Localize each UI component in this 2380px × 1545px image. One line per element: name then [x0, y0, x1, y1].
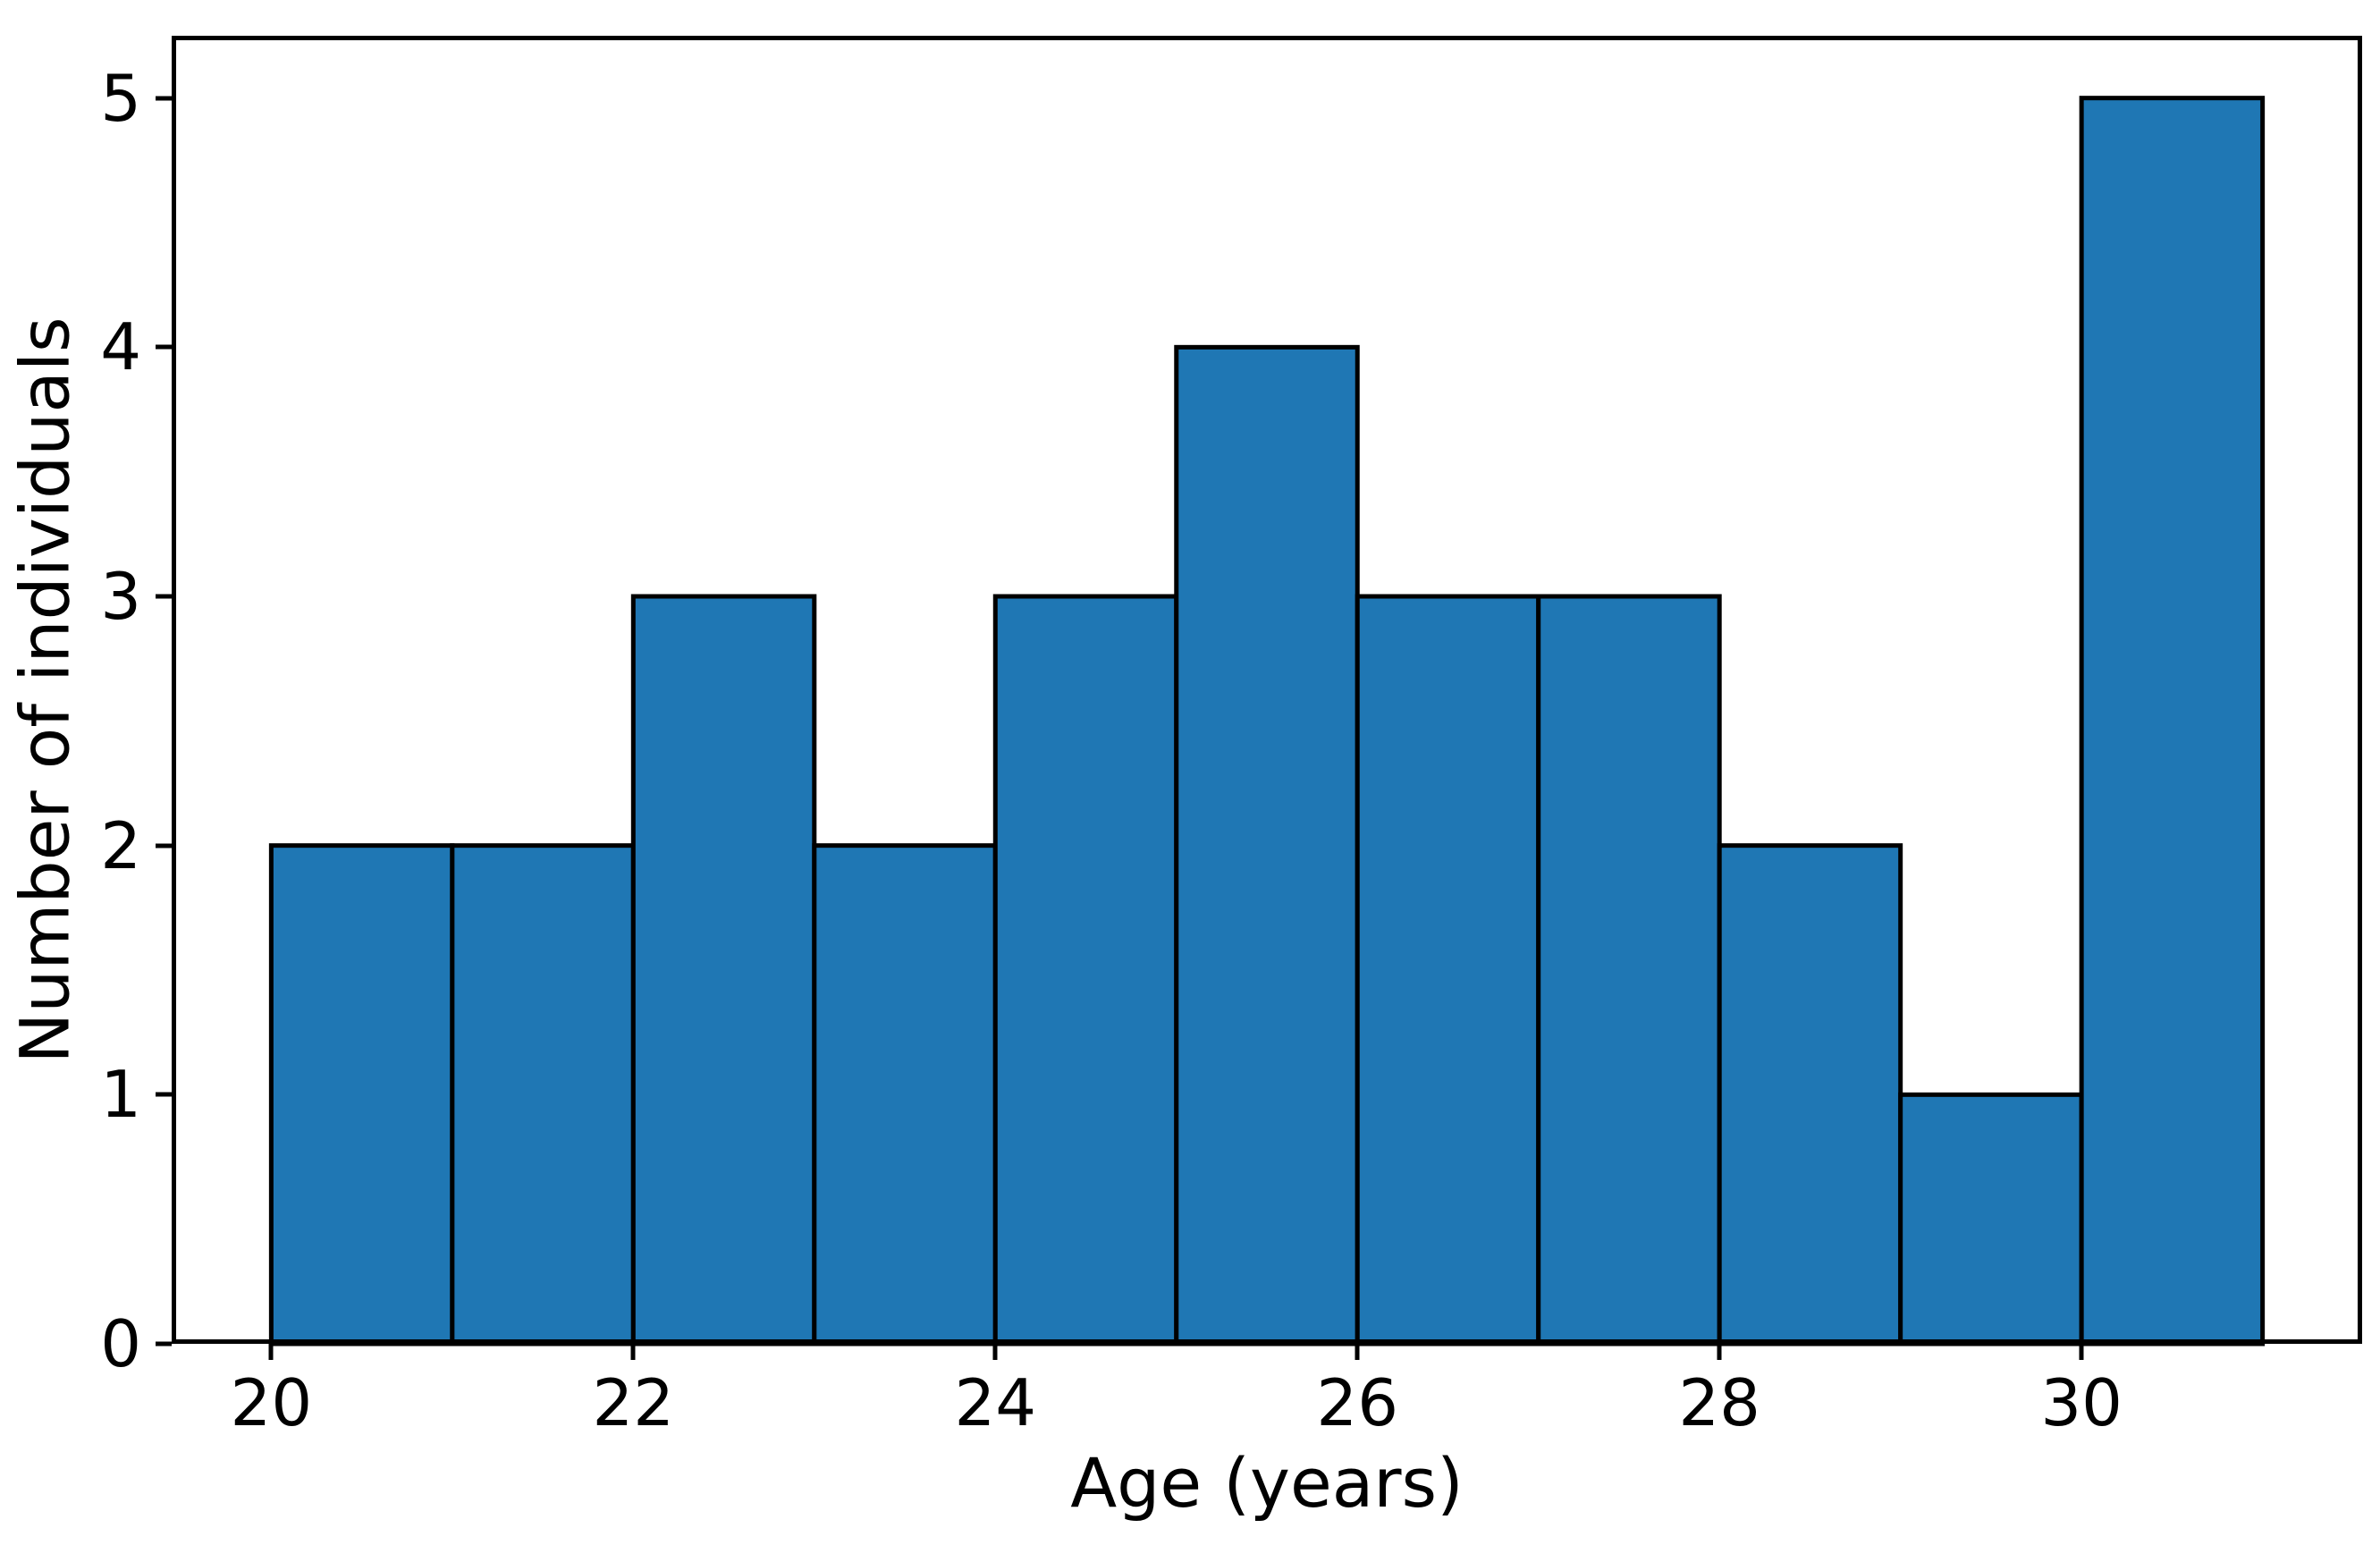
histogram-bar	[1536, 594, 1722, 1347]
x-tick-label: 28	[1678, 1365, 1760, 1440]
histogram-bar	[1355, 594, 1541, 1347]
y-tick-label: 0	[100, 1306, 141, 1381]
x-tick-mark	[268, 1344, 274, 1360]
y-tick-label: 3	[100, 559, 141, 634]
y-tick-label: 5	[100, 60, 141, 136]
plot-area: 20 22 24 26 28 30 0 1 2 3 4 5 Age (years) Number o…	[4, 36, 2362, 1522]
x-tick-label: 24	[954, 1365, 1037, 1440]
histogram-bar	[812, 843, 998, 1347]
y-tick-mark	[156, 594, 172, 599]
x-tick-mark	[2079, 1344, 2084, 1360]
histogram-bar	[268, 843, 455, 1347]
histogram-bars-canvas	[172, 36, 2362, 1347]
x-tick-label: 22	[592, 1365, 675, 1440]
x-axis-label: Age (years)	[1070, 1443, 1464, 1523]
x-tick-label: 20	[230, 1365, 313, 1440]
histogram-bar	[1717, 843, 1903, 1347]
x-tick-mark	[1355, 1344, 1360, 1360]
histogram-bar	[1174, 344, 1360, 1347]
histogram-bar	[450, 843, 636, 1347]
y-tick-mark	[156, 344, 172, 350]
x-tick-label: 30	[2040, 1365, 2123, 1440]
histogram-bar	[992, 594, 1179, 1347]
histogram-bar	[630, 594, 817, 1347]
axes-frame	[172, 36, 2362, 1344]
x-tick-mark	[630, 1344, 636, 1360]
x-tick-label: 26	[1316, 1365, 1399, 1440]
y-tick-mark	[156, 1092, 172, 1097]
y-tick-label: 1	[100, 1057, 141, 1133]
x-tick-mark	[992, 1344, 998, 1360]
y-tick-label: 2	[100, 807, 141, 883]
y-tick-mark	[156, 1341, 172, 1347]
y-tick-mark	[156, 843, 172, 848]
x-tick-mark	[1717, 1344, 1722, 1360]
histogram-bar	[2079, 96, 2266, 1347]
y-tick-label: 4	[100, 309, 141, 385]
y-axis-label: Number of individuals	[4, 316, 85, 1064]
y-tick-mark	[156, 96, 172, 101]
histogram-bar	[1898, 1092, 2084, 1347]
